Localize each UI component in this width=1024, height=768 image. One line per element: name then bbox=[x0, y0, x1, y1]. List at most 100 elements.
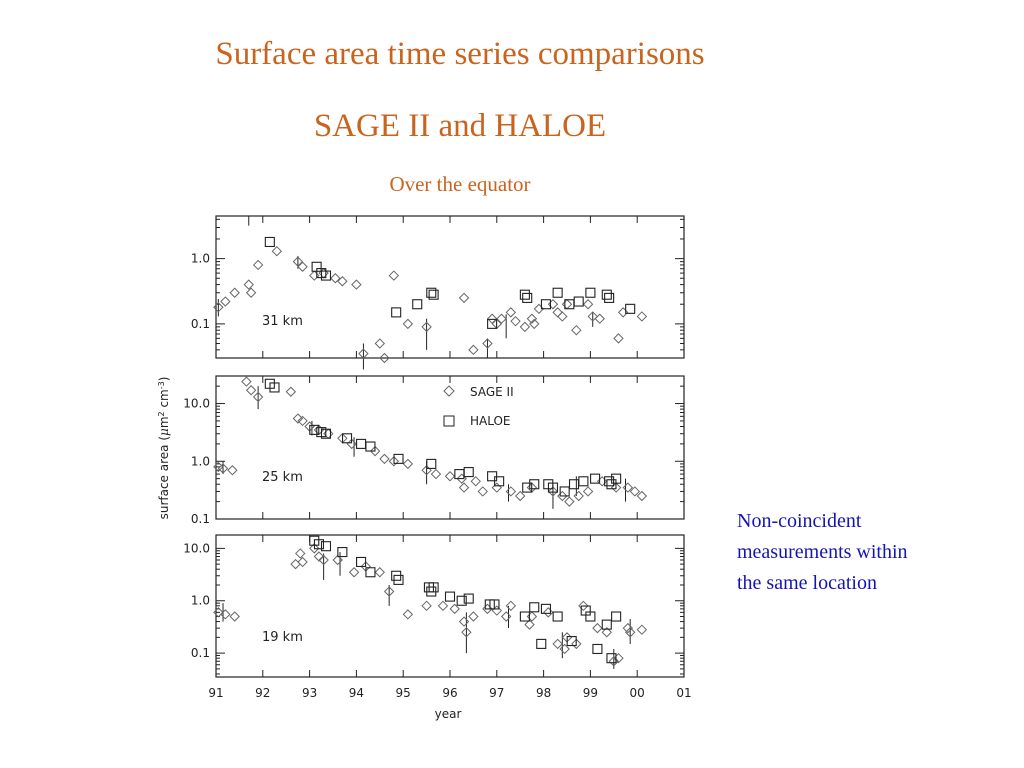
haloe-point bbox=[519, 611, 530, 622]
haloe-point bbox=[606, 653, 617, 664]
sage-point bbox=[243, 279, 254, 290]
side-note-line: measurements within bbox=[737, 541, 908, 563]
y-tick-label: 0.1 bbox=[191, 317, 210, 331]
panel-altitude-label: 19 km bbox=[262, 630, 303, 645]
y-tick-label: 10.0 bbox=[183, 541, 210, 555]
sage-point bbox=[505, 307, 517, 318]
sage-point bbox=[496, 313, 507, 324]
haloe-point bbox=[559, 486, 570, 497]
haloe-point bbox=[529, 602, 540, 613]
haloe-point bbox=[578, 476, 589, 487]
sage-point bbox=[573, 490, 584, 502]
haloe-point bbox=[585, 611, 596, 622]
sage-point bbox=[383, 586, 395, 597]
sage-point bbox=[295, 548, 306, 559]
sage-point bbox=[430, 468, 442, 480]
sage-point bbox=[402, 609, 414, 620]
sage-point bbox=[217, 463, 229, 474]
haloe-point bbox=[590, 473, 601, 484]
chart-panel: 1.0 0.1 31 km bbox=[191, 215, 685, 370]
sage-point bbox=[318, 267, 329, 279]
haloe-point bbox=[356, 556, 367, 568]
sage-point bbox=[227, 465, 238, 476]
sage-point bbox=[252, 391, 264, 403]
sage-point bbox=[421, 600, 432, 612]
sage-point bbox=[252, 259, 264, 271]
sage-point bbox=[624, 627, 636, 638]
sage-point bbox=[318, 554, 329, 566]
chart-panels: 1.0 0.1 31 km 10.0 1.0 0.1 25 km 10.0 1.0 0.1 19 k… bbox=[183, 215, 685, 678]
sage-point bbox=[547, 299, 559, 310]
sage-point bbox=[629, 486, 641, 497]
sage-point bbox=[519, 321, 531, 333]
haloe-point bbox=[522, 482, 533, 493]
sage-point bbox=[458, 482, 470, 493]
sage-point bbox=[313, 551, 325, 562]
haloe-point bbox=[426, 458, 437, 469]
x-axis-label: year bbox=[435, 707, 462, 721]
sage-point bbox=[529, 318, 540, 330]
x-tick-label: 94 bbox=[349, 686, 364, 700]
sage-point bbox=[374, 338, 386, 349]
haloe-point bbox=[625, 303, 636, 314]
y-tick-label: 1.0 bbox=[191, 252, 210, 266]
sage-point bbox=[241, 376, 252, 387]
y-axis-label-part: surface area ( bbox=[157, 436, 171, 519]
sage-point bbox=[468, 611, 479, 622]
sage-point bbox=[461, 627, 472, 638]
chart-panel: 10.0 1.0 0.1 25 km bbox=[183, 375, 685, 526]
sage-point bbox=[477, 486, 488, 497]
haloe-point bbox=[341, 433, 353, 444]
haloe-point bbox=[494, 476, 505, 487]
sage-point bbox=[348, 567, 360, 578]
haloe-point bbox=[320, 428, 332, 439]
sage-point bbox=[564, 496, 575, 507]
y-axis-label-part: μ bbox=[157, 428, 171, 436]
haloe-point bbox=[393, 453, 404, 464]
sage-point bbox=[402, 458, 414, 470]
sage-point bbox=[559, 643, 570, 655]
haloe-point bbox=[309, 424, 320, 435]
sage-point bbox=[271, 245, 283, 257]
haloe-point bbox=[320, 270, 332, 281]
sage-point bbox=[351, 279, 362, 290]
sage-point bbox=[330, 273, 341, 284]
sage-point bbox=[309, 543, 320, 554]
legend-haloe-marker bbox=[443, 415, 455, 427]
y-axis-label-part: -3 bbox=[157, 381, 166, 389]
sage-point bbox=[557, 311, 568, 322]
haloe-point bbox=[456, 595, 467, 606]
sage-point bbox=[468, 344, 479, 356]
y-tick-label: 0.1 bbox=[191, 512, 210, 526]
sage-point bbox=[505, 486, 517, 497]
sage-point bbox=[229, 287, 240, 298]
haloe-point bbox=[313, 539, 325, 550]
haloe-point bbox=[428, 289, 439, 300]
chart-legend: SAGE II HALOE bbox=[443, 385, 514, 428]
x-tick-label: 97 bbox=[489, 686, 504, 700]
x-tick-label: 91 bbox=[208, 686, 223, 700]
haloe-point bbox=[611, 611, 622, 622]
sage-point bbox=[213, 302, 224, 313]
haloe-point bbox=[356, 438, 367, 449]
sage-point bbox=[444, 471, 456, 482]
sage-point bbox=[337, 276, 348, 287]
sage-point bbox=[608, 656, 620, 667]
legend-sage-label: SAGE II bbox=[470, 385, 514, 399]
haloe-point bbox=[269, 382, 280, 393]
haloe-point bbox=[444, 591, 456, 602]
haloe-point bbox=[426, 287, 437, 298]
sage-point bbox=[622, 622, 634, 634]
haloe-point bbox=[428, 582, 439, 593]
y-axis-label-part: ) bbox=[157, 377, 171, 382]
haloe-point bbox=[604, 292, 615, 303]
haloe-point bbox=[264, 236, 275, 248]
sage-point bbox=[245, 287, 257, 298]
haloe-point bbox=[519, 289, 530, 300]
sage-point bbox=[636, 624, 648, 635]
sage-point bbox=[297, 415, 308, 427]
sage-point bbox=[297, 556, 308, 568]
sage-point bbox=[245, 385, 257, 396]
sage-point bbox=[213, 607, 224, 618]
sage-point bbox=[552, 638, 563, 650]
